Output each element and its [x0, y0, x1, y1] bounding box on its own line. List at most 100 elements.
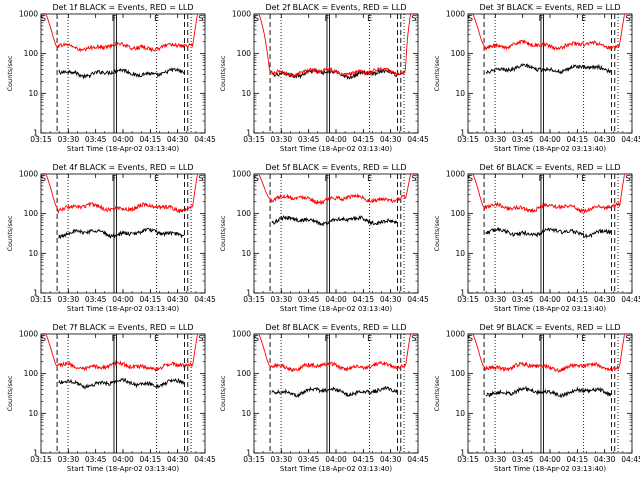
y-tick-label: 1000 [232, 330, 251, 339]
x-tick-label: 03:30 [58, 295, 80, 304]
segment-marker: E [154, 334, 159, 343]
y-axis-label: Counts/sec [219, 375, 227, 411]
y-axis-label: Counts/sec [219, 55, 227, 91]
chart-panel: Det 8f BLACK = Events, RED = LLD Counts/s… [219, 323, 429, 473]
plot-frame [40, 13, 206, 134]
x-tick-label: 04:30 [594, 295, 616, 304]
plot-frame [40, 333, 206, 454]
x-tick-label: 04:45 [407, 295, 429, 304]
x-tick-label: 04:15 [353, 455, 375, 464]
x-tick-label: 03:45 [298, 295, 320, 304]
x-axis-label: Start Time (18-Apr-02 03:13:40) [280, 465, 392, 473]
x-tick-label: 03:15 [243, 135, 265, 144]
x-tick-label: 04:00 [539, 455, 561, 464]
segment-marker: F [112, 14, 117, 23]
segment-marker: E [581, 14, 586, 23]
segment-marker: S [41, 14, 46, 23]
x-tick-label: 04:00 [325, 455, 347, 464]
y-tick-label: 10 [28, 409, 38, 418]
segment-marker: E [367, 14, 372, 23]
x-tick-label: 03:30 [271, 455, 293, 464]
y-tick-label: 1000 [19, 170, 38, 179]
x-tick-label: 04:30 [594, 135, 616, 144]
x-axis-label: Start Time (18-Apr-02 03:13:40) [494, 305, 606, 313]
chart-panel: Det 4f BLACK = Events, RED = LLD Counts/s… [6, 163, 216, 313]
segment-marker: E [154, 14, 159, 23]
y-tick-label: 1 [246, 289, 251, 298]
x-axis-label: Start Time (18-Apr-02 03:13:40) [280, 145, 392, 153]
x-tick-label: 03:45 [512, 295, 534, 304]
y-tick-label: 100 [451, 49, 466, 58]
y-axis-label: Counts/sec [6, 215, 14, 251]
x-tick-label: 03:45 [298, 455, 320, 464]
y-tick-label: 1000 [232, 170, 251, 179]
x-tick-label: 03:15 [243, 295, 265, 304]
y-axis-label: Counts/sec [433, 215, 441, 251]
x-tick-label: 04:15 [140, 295, 162, 304]
x-tick-label: 04:00 [325, 135, 347, 144]
x-tick-label: 03:45 [85, 455, 107, 464]
segment-marker: S [254, 334, 259, 343]
x-tick-label: 03:30 [58, 455, 80, 464]
events-series-line [485, 385, 612, 399]
x-tick-label: 04:45 [621, 455, 640, 464]
x-tick-label: 03:15 [30, 135, 52, 144]
chart-panel: Det 7f BLACK = Events, RED = LLD Counts/s… [6, 323, 216, 473]
x-tick-label: 04:45 [194, 455, 216, 464]
segment-marker: F [325, 174, 330, 183]
events-series-line [271, 385, 398, 399]
y-tick-label: 100 [24, 209, 39, 218]
events-series-line [58, 227, 185, 240]
segment-marker: F [112, 334, 117, 343]
y-tick-label: 100 [237, 369, 252, 378]
segment-marker: E [581, 174, 586, 183]
chart-panel: Det 5f BLACK = Events, RED = LLD Counts/s… [219, 163, 429, 313]
segment-marker: S [41, 334, 46, 343]
segment-marker: E [154, 174, 159, 183]
plot-frame [253, 173, 419, 294]
lld-series-line [472, 333, 626, 374]
x-tick-label: 04:30 [594, 455, 616, 464]
x-tick-label: 04:30 [380, 295, 402, 304]
segment-marker: S [41, 174, 46, 183]
lld-series-line [472, 13, 626, 51]
y-tick-label: 1 [33, 129, 38, 138]
y-tick-label: 100 [237, 49, 252, 58]
segment-marker: E [367, 334, 372, 343]
segment-marker: S [625, 334, 630, 343]
chart-panel: Det 3f BLACK = Events, RED = LLD Counts/s… [433, 3, 640, 153]
y-tick-label: 1 [460, 129, 465, 138]
x-tick-label: 04:30 [167, 135, 189, 144]
y-tick-label: 10 [455, 249, 465, 258]
lld-series-line [45, 173, 199, 215]
plot-frame [253, 333, 419, 454]
y-tick-label: 10 [241, 89, 251, 98]
chart-panel: Det 1f BLACK = Events, RED = LLD Counts/s… [6, 3, 216, 153]
x-tick-label: 04:30 [167, 455, 189, 464]
chart-title: Det 4f BLACK = Events, RED = LLD [52, 163, 193, 172]
x-tick-label: 04:30 [380, 135, 402, 144]
x-tick-label: 04:30 [380, 455, 402, 464]
x-tick-label: 04:30 [167, 295, 189, 304]
segment-marker: S [468, 334, 473, 343]
lld-series-line [45, 333, 199, 373]
x-tick-label: 03:45 [85, 135, 107, 144]
segment-marker: S [411, 14, 416, 23]
x-tick-label: 03:30 [485, 295, 507, 304]
segment-marker: S [198, 174, 203, 183]
y-tick-label: 100 [451, 369, 466, 378]
y-tick-label: 1000 [232, 10, 251, 19]
events-series-line [58, 377, 185, 390]
y-tick-label: 1 [246, 449, 251, 458]
x-tick-label: 04:15 [567, 295, 589, 304]
x-tick-label: 03:15 [457, 455, 479, 464]
y-tick-label: 10 [241, 249, 251, 258]
x-tick-label: 04:45 [621, 135, 640, 144]
y-tick-label: 1 [460, 289, 465, 298]
y-tick-label: 100 [451, 209, 466, 218]
y-tick-label: 10 [241, 409, 251, 418]
chart-panel: Det 2f BLACK = Events, RED = LLD Counts/s… [219, 3, 429, 153]
x-tick-label: 03:45 [512, 135, 534, 144]
y-tick-label: 1 [33, 289, 38, 298]
x-tick-label: 04:45 [407, 135, 429, 144]
